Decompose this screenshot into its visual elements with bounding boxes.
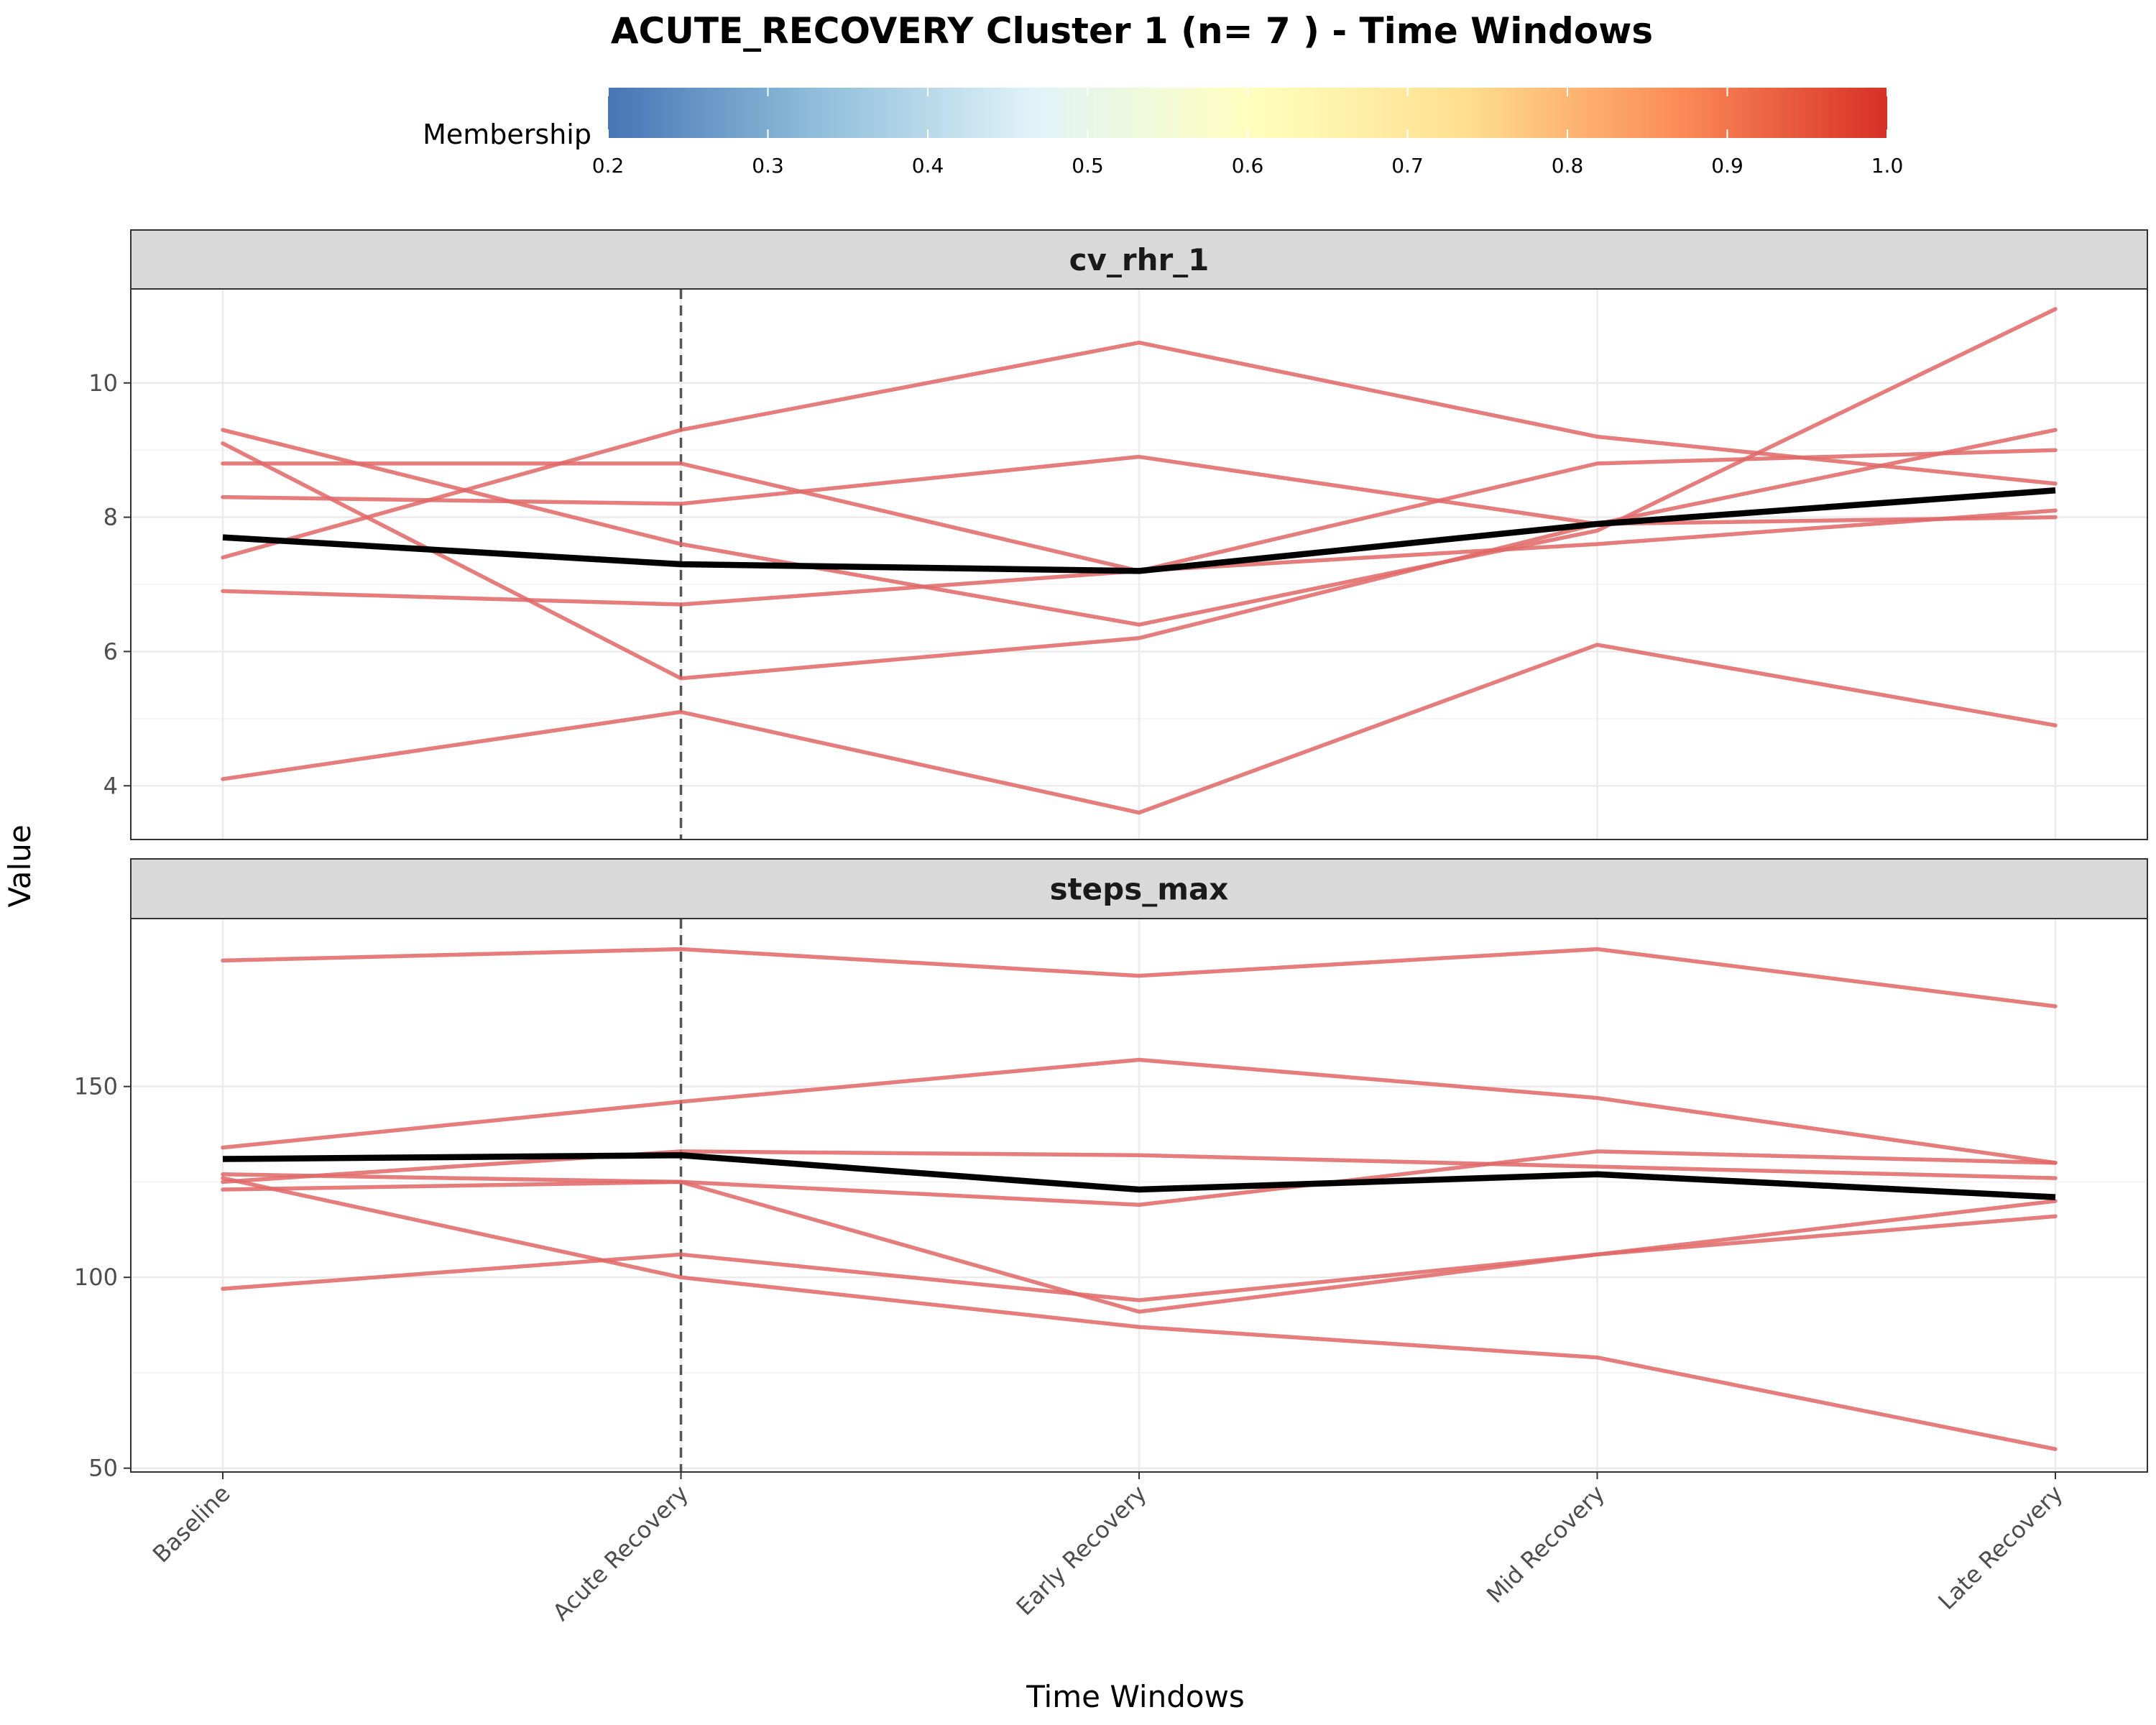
series-line-2: [221, 340, 2058, 560]
y-tick-label: 50: [88, 1455, 118, 1482]
panel-strip-label: steps_max: [1050, 872, 1229, 907]
series-line-4: [221, 454, 2058, 526]
panel-cv_rhr_1: cv_rhr_1 4 6 8 10: [88, 229, 2148, 840]
series-line-2: [221, 1057, 2058, 1165]
plot-border: [130, 288, 2148, 840]
series-line-4: [221, 1149, 2058, 1208]
series-line-7: [221, 643, 2058, 815]
colorbar-tick-label: 0.5: [1072, 154, 1104, 178]
panel-strip-label: cv_rhr_1: [1069, 242, 1210, 277]
x-tick-label: Acute Recovery: [548, 1480, 694, 1627]
x-tick-label: Early Recovery: [1011, 1480, 1152, 1621]
panel-strip: [130, 229, 2148, 290]
series-line-5: [221, 1172, 2058, 1314]
colorbar-tick-label: 0.8: [1552, 154, 1584, 178]
y-tick-label: 8: [103, 504, 118, 531]
panels: cv_rhr_1 4 6 8 10 steps_max 50 100 150 Baseline Ac…: [74, 229, 2148, 1627]
colorbar-tick-label: 0.4: [912, 154, 944, 178]
colorbar-tick-label: 0.2: [592, 154, 625, 178]
series-line-7: [221, 1176, 2058, 1451]
panel-strip: [130, 858, 2148, 919]
y-tick-label: 4: [103, 772, 118, 799]
y-tick-label: 150: [74, 1073, 118, 1100]
colorbar-tick-label: 0.6: [1232, 154, 1264, 178]
mean-line: [222, 1151, 2056, 1200]
colorbar-tick-label: 0.9: [1711, 154, 1743, 178]
series-line-6: [221, 428, 2058, 681]
y-tick-label: 10: [88, 369, 118, 397]
x-axis-title: Time Windows: [1026, 1679, 1245, 1714]
panel-steps_max: steps_max 50 100 150 Baseline Acute Recovery E…: [74, 858, 2148, 1627]
colorbar-tick-label: 0.7: [1391, 154, 1424, 178]
legend-title: Membership: [423, 119, 591, 150]
y-tick-label: 6: [103, 638, 118, 665]
colorbar-tick-label: 0.3: [752, 154, 784, 178]
series-line-1: [221, 947, 2058, 1008]
y-axis-title: Value: [2, 824, 37, 907]
mean-line: [222, 487, 2056, 574]
series-line-1: [221, 307, 2058, 627]
colorbar-tick-label: 1.0: [1871, 154, 1904, 178]
series-line-6: [221, 1214, 2058, 1302]
y-tick-label: 100: [74, 1264, 118, 1291]
x-tick-label: Late Recovery: [1932, 1480, 2068, 1615]
colorbar-ticks: 0.2 0.3 0.4 0.5 0.6 0.7 0.8 0.9 1.0: [592, 88, 1904, 178]
x-tick-label: Mid Recovery: [1481, 1480, 1610, 1609]
series-line-3: [221, 1149, 2058, 1184]
chart-title: ACUTE_RECOVERY Cluster 1 (n= 7 ) - Time …: [611, 10, 1653, 52]
legend: Membership 0.2 0.3 0.4 0.5 0.6 0.7 0.8 0.9 1.0: [423, 88, 1903, 178]
x-tick-label: Baseline: [147, 1480, 236, 1568]
